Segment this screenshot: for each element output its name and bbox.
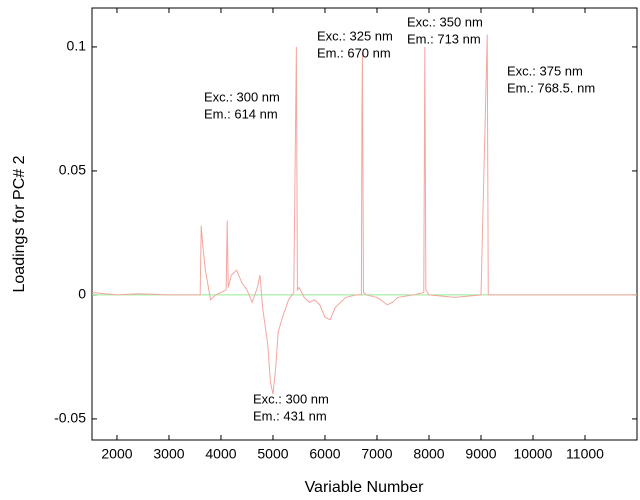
- y-tick-label: 0: [78, 286, 86, 302]
- annotation: Em.: 614 nm: [204, 106, 278, 121]
- x-tick-label: 5000: [257, 446, 288, 462]
- annotation: Exc.: 350 nm: [407, 14, 483, 29]
- annotation: Exc.: 325 nm: [317, 28, 393, 43]
- annotation: Em.: 431 nm: [253, 408, 327, 423]
- plot-frame: [91, 7, 638, 441]
- x-tick-label: 11000: [566, 446, 604, 462]
- x-tick-label: 6000: [309, 446, 340, 462]
- y-axis-label: Loadings for PC# 2: [11, 155, 28, 292]
- x-tick-label: 7000: [361, 446, 392, 462]
- annotation: Em.: 768.5. nm: [507, 80, 595, 95]
- annotation: Exc.: 375 nm: [507, 63, 583, 78]
- annotation: Exc.: 300 nm: [204, 89, 280, 104]
- annotation: Em.: 670 nm: [317, 45, 391, 60]
- y-tick-label: 0.1: [67, 38, 87, 54]
- x-tick-label: 9000: [465, 446, 496, 462]
- x-tick-label: 8000: [413, 446, 444, 462]
- x-axis-label: Variable Number: [305, 479, 425, 496]
- annotation: Exc.: 300 nm: [253, 391, 329, 406]
- x-tick-label: 2000: [101, 446, 132, 462]
- x-tick-label: 3000: [153, 446, 184, 462]
- x-tick-label: 10000: [514, 446, 553, 462]
- y-tick-label: -0.05: [54, 410, 86, 426]
- annotation: Em.: 713 nm: [407, 31, 481, 46]
- x-tick-label: 4000: [205, 446, 236, 462]
- y-tick-label: 0.05: [59, 162, 86, 178]
- data-line: [91, 34, 637, 395]
